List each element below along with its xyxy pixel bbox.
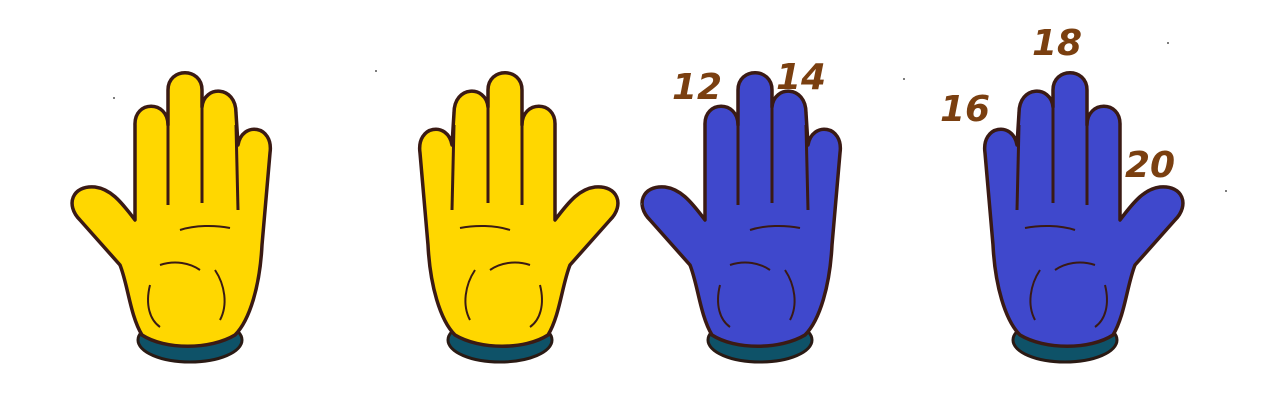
open-hand-icon (640, 71, 843, 364)
label-12: 12 (672, 67, 723, 108)
hand-4 (982, 71, 1185, 364)
hand-3 (640, 71, 843, 364)
open-hand-icon (417, 71, 620, 364)
speck (1225, 190, 1227, 192)
hand-2 (417, 71, 620, 364)
speck (1167, 42, 1169, 44)
label-16: 16 (940, 89, 991, 130)
label-20: 20 (1125, 145, 1176, 186)
speck (903, 78, 905, 80)
label-14: 14 (776, 57, 827, 98)
hand-1 (70, 71, 273, 364)
speck (113, 97, 115, 99)
open-hand-icon (70, 71, 273, 364)
open-hand-icon (982, 71, 1185, 364)
label-18: 18 (1032, 23, 1083, 64)
speck (375, 70, 377, 72)
speck (640, 203, 642, 205)
